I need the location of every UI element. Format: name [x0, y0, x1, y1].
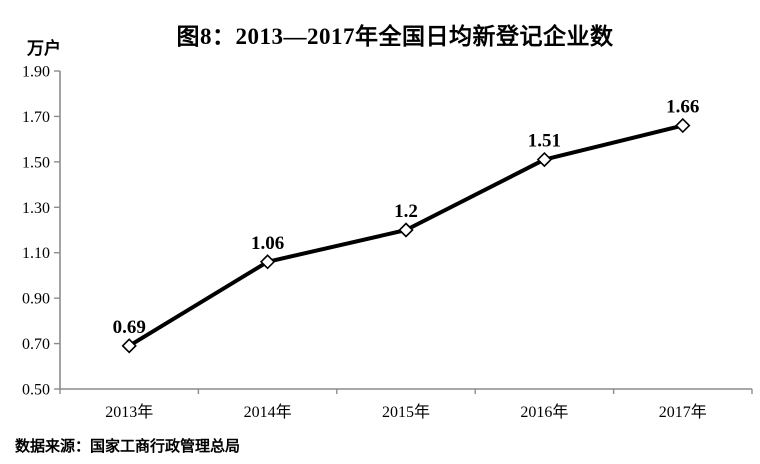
- data-point-label: 1.06: [251, 233, 284, 254]
- y-axis-tick-label: 1.90: [22, 64, 50, 81]
- y-axis-tick-label: 0.90: [22, 291, 50, 308]
- x-axis-tick-label: 2016年: [520, 403, 568, 421]
- y-axis-tick-label: 1.10: [22, 245, 50, 262]
- data-point-marker: [536, 151, 553, 168]
- data-point-label: 0.69: [113, 317, 146, 338]
- x-axis-tick-label: 2013年: [105, 403, 153, 421]
- data-point-marker: [259, 254, 276, 270]
- data-point-marker: [121, 338, 137, 354]
- data-point-label: 1.51: [528, 131, 561, 152]
- x-axis-tick-label: 2017年: [659, 403, 707, 421]
- data-point-marker: [398, 222, 414, 238]
- x-axis-tick-label: 2014年: [244, 403, 292, 421]
- x-axis-tick-label: 2015年: [382, 403, 430, 421]
- data-point-marker: [675, 117, 691, 134]
- y-axis-tick-label: 1.70: [22, 109, 50, 126]
- y-axis-tick-label: 0.50: [22, 382, 50, 399]
- data-point-label: 1.66: [666, 97, 699, 118]
- y-axis-tick-label: 1.50: [22, 154, 50, 171]
- y-axis-tick-label: 1.30: [22, 200, 50, 217]
- data-point-label: 1.2: [394, 201, 418, 222]
- source-note: 数据来源：国家工商行政管理总局: [15, 439, 241, 455]
- y-axis-tick-label: 0.70: [22, 336, 50, 353]
- chart-title: 图8：2013—2017年全国日均新登记企业数: [176, 24, 614, 49]
- y-axis-unit-label: 万户: [27, 39, 61, 58]
